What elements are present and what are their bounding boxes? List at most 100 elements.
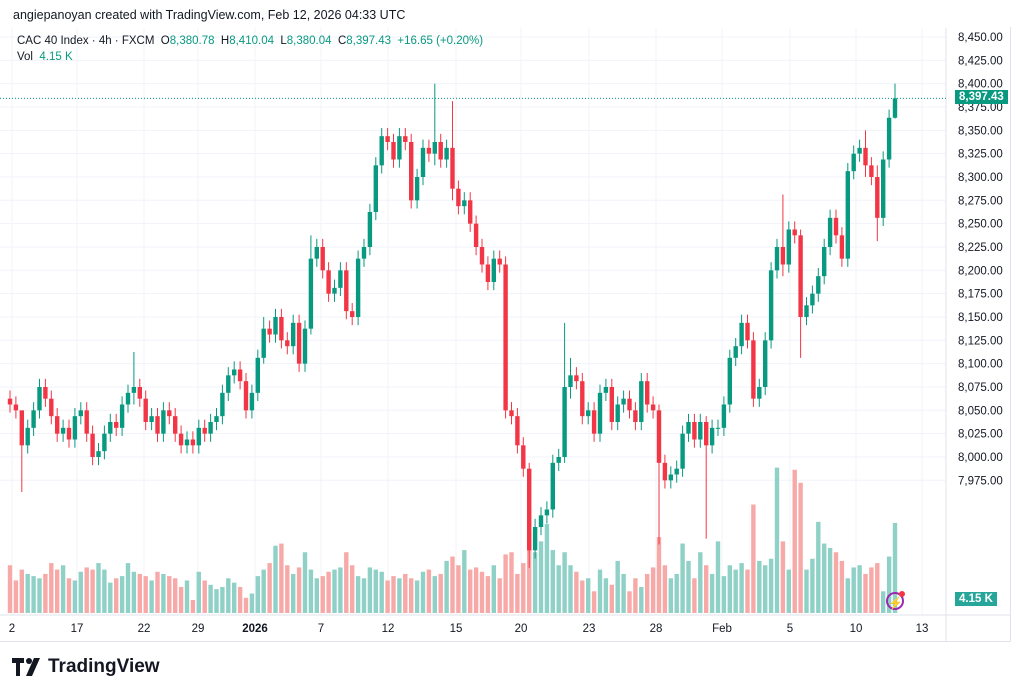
candle-body <box>314 247 319 259</box>
volume-bar <box>456 565 461 613</box>
candle-body <box>96 451 101 457</box>
symbol-name[interactable]: CAC 40 Index · 4h · FXCM <box>17 35 155 47</box>
volume-bar <box>615 560 620 613</box>
candle-body <box>190 439 196 446</box>
date-axis-label: 17 <box>71 623 84 635</box>
price-axis-label: 8,175.00 <box>958 289 1003 301</box>
volume-bar <box>515 573 520 613</box>
volume-bar <box>426 569 432 613</box>
volume-bar <box>491 565 496 613</box>
candle-body <box>102 433 107 452</box>
candle-body <box>420 147 426 177</box>
candle-body <box>798 235 803 317</box>
volume-bar <box>361 578 367 613</box>
candle-body <box>698 422 703 440</box>
price-axis-label: 8,400.00 <box>958 79 1003 91</box>
volume-bar <box>167 576 172 613</box>
candle-body <box>220 392 225 417</box>
volume-bar <box>66 578 72 613</box>
chart-frame <box>0 27 1011 642</box>
candle-body <box>202 427 207 434</box>
volume-bar <box>432 576 437 613</box>
candle-body <box>143 398 148 422</box>
volume-bar <box>143 576 148 613</box>
candle-body <box>373 165 378 212</box>
candle-body <box>114 422 119 428</box>
volume-bar <box>13 580 19 613</box>
volume-bar <box>350 565 355 613</box>
candle-body <box>839 235 845 259</box>
date-axis-label: 10 <box>850 623 863 635</box>
volume-bar <box>892 522 898 613</box>
candle-body <box>774 247 780 271</box>
candle-body <box>627 398 632 411</box>
candle-body <box>267 328 272 335</box>
candle-body <box>639 381 644 422</box>
candle-body <box>603 387 609 393</box>
candle-body <box>72 416 78 440</box>
volume-bar <box>668 578 673 613</box>
candle-body <box>78 410 83 417</box>
volume-bar <box>320 576 325 613</box>
volume-bar <box>7 565 13 613</box>
candle-body <box>538 515 544 527</box>
volume-bar <box>196 571 201 613</box>
low-label: L <box>280 35 287 47</box>
tradingview-logo: TradingView <box>12 656 160 678</box>
volume-bar <box>497 578 502 613</box>
volume-bar <box>355 576 361 613</box>
volume-bar <box>208 584 213 613</box>
candle-body <box>550 462 555 510</box>
candle-body <box>875 177 880 218</box>
volume-bar <box>237 586 243 613</box>
candle-body <box>43 387 48 399</box>
candle-body <box>119 404 125 428</box>
candle-body <box>291 322 296 347</box>
volume-bar <box>137 573 142 613</box>
candle-body <box>733 346 738 358</box>
volume-bar <box>379 571 384 613</box>
volume-bar <box>155 571 160 613</box>
price-axis-label: 8,375.00 <box>958 102 1003 114</box>
volume-bar <box>314 578 319 613</box>
candle-body <box>833 217 839 236</box>
candlestick-chart[interactable]: 8,450.00 8,425.00 8,400.00 8,375.00 8,350.00… <box>0 0 1024 650</box>
candle-body <box>721 404 727 428</box>
date-axis-label: 28 <box>650 623 663 635</box>
volume-bar <box>810 558 815 613</box>
price-axis-label: 8,250.00 <box>958 219 1003 231</box>
volume-bar <box>255 576 260 613</box>
candle-body <box>60 427 66 434</box>
volume-bar <box>438 573 443 613</box>
volume-bar <box>774 467 780 613</box>
candle-body <box>886 117 892 160</box>
candle-body <box>7 398 13 405</box>
volume-bar <box>580 580 585 613</box>
volume-bar <box>698 552 703 613</box>
candle-body <box>208 422 213 434</box>
price-axis-label: 8,325.00 <box>958 149 1003 161</box>
lightning-icon[interactable]: ⚡ <box>886 591 905 610</box>
price-axis-label: 7,975.00 <box>958 475 1003 487</box>
volume-bar <box>190 599 196 613</box>
tradingview-logo-text: TradingView <box>48 656 160 677</box>
volume-bar <box>397 578 402 613</box>
volume-bar <box>562 552 567 613</box>
price-axis-label: 8,000.00 <box>958 452 1003 464</box>
volume-bar <box>875 563 880 613</box>
candle-body <box>462 200 467 207</box>
volume-bar <box>243 597 249 613</box>
candle-body <box>432 142 437 154</box>
volume-bar <box>302 552 308 613</box>
candle-body <box>149 416 154 422</box>
volume-bar <box>656 537 662 613</box>
close-label: C <box>337 35 347 47</box>
date-axis-label: 15 <box>450 623 463 635</box>
candle-body <box>409 142 414 201</box>
candle-body <box>226 375 231 393</box>
volume-bar <box>827 547 833 613</box>
volume-bar <box>550 550 555 613</box>
volume-bar <box>55 569 60 613</box>
volume-bar <box>450 556 455 613</box>
candle-body <box>650 404 656 411</box>
